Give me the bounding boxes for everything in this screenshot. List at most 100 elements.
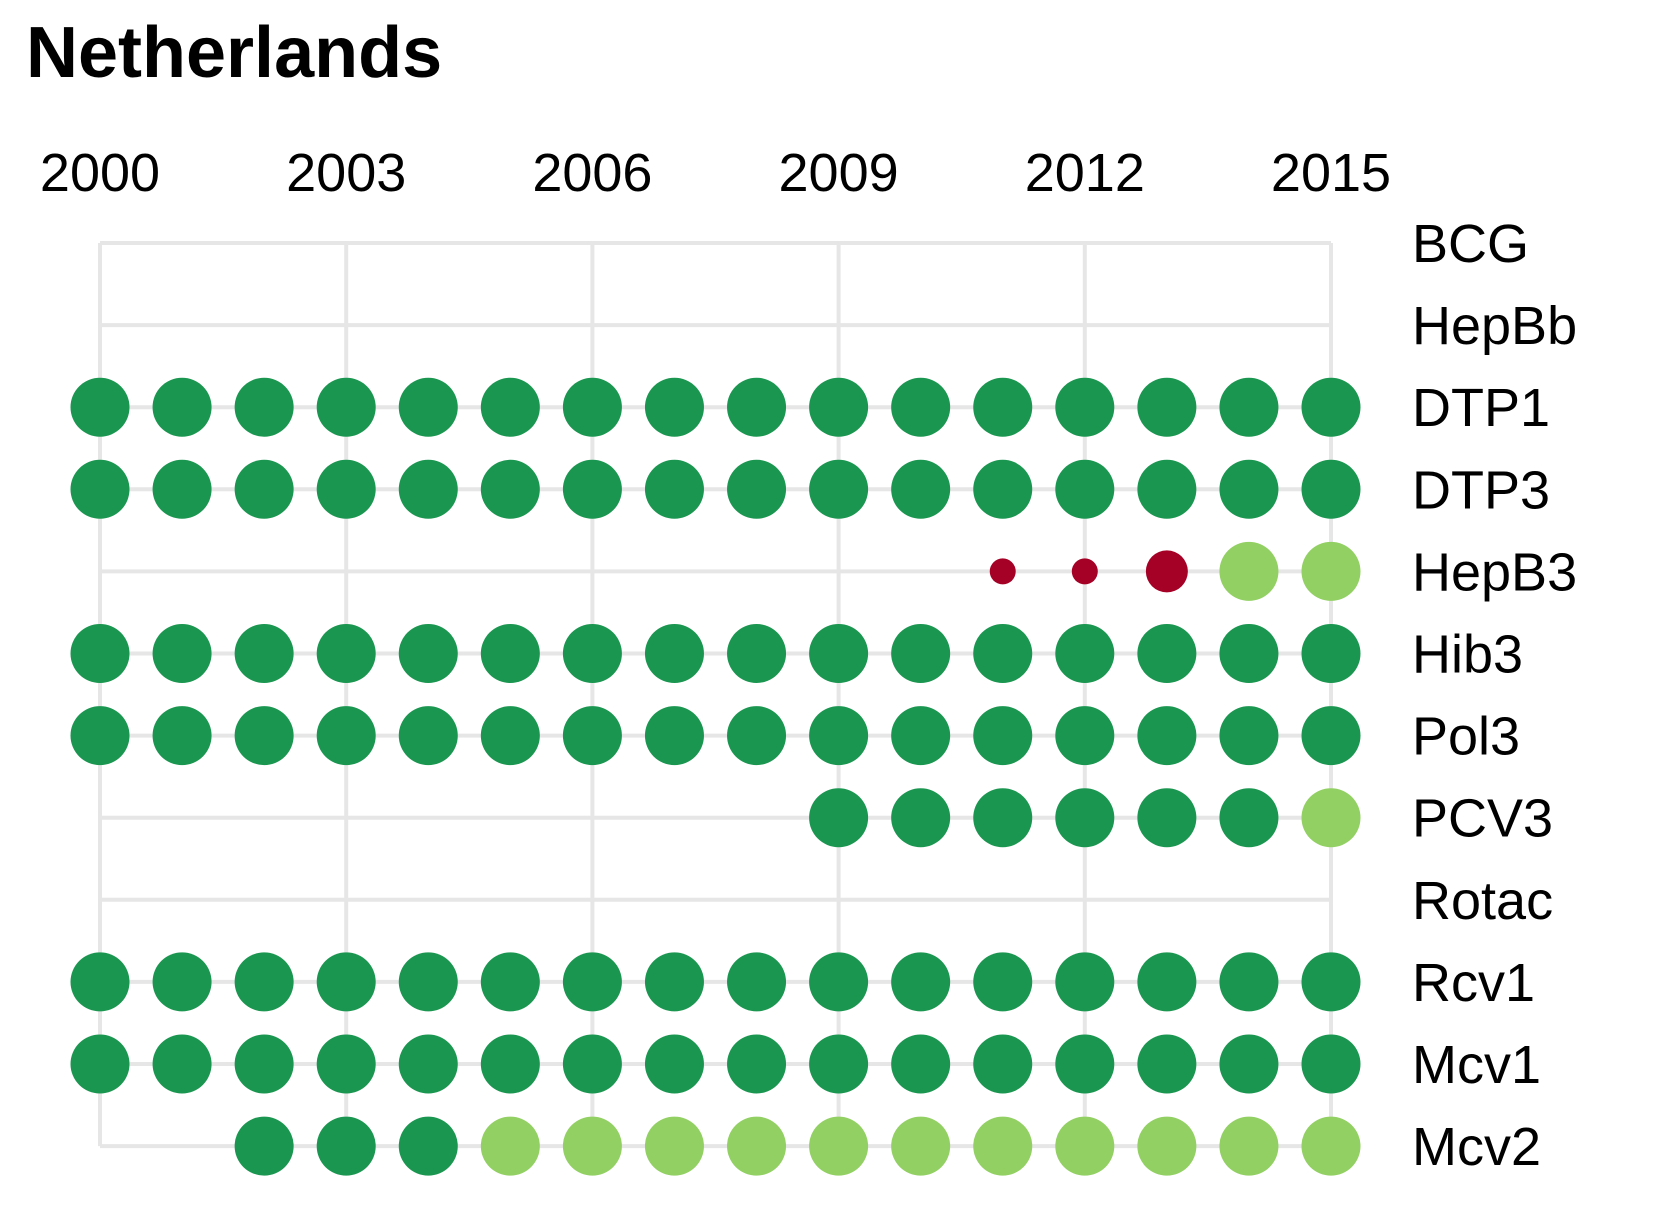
data-point [562, 706, 622, 766]
data-point [480, 1034, 540, 1094]
data-point [727, 624, 787, 683]
data-point [70, 706, 130, 766]
data-point [809, 377, 869, 437]
data-point [70, 624, 130, 683]
data-point [1137, 377, 1197, 437]
data-point [562, 952, 622, 1012]
row-label: Mcv2 [1412, 1117, 1541, 1177]
data-point [973, 788, 1033, 848]
data-point [1301, 377, 1361, 437]
data-point [1055, 459, 1115, 519]
row-labels: BCG HepBb DTP1 DTP3 HepB3 Hib3 Pol3 PCV3 Rotac Rc… [1412, 214, 1577, 1177]
x-tick-label: 2000 [40, 143, 160, 203]
data-point [644, 952, 704, 1012]
row-label: BCG [1412, 214, 1529, 274]
data-point [973, 377, 1033, 437]
data-point [973, 1116, 1033, 1176]
data-point [1137, 952, 1197, 1012]
data-point [644, 1116, 704, 1176]
x-tick-label: 2015 [1271, 143, 1391, 203]
row-label: DTP1 [1412, 378, 1550, 438]
row-label: HepB3 [1412, 542, 1577, 602]
row-label: HepBb [1412, 296, 1577, 356]
data-points [70, 377, 1361, 1176]
data-point [1301, 1116, 1361, 1176]
data-point [1055, 377, 1115, 437]
data-point [1219, 952, 1279, 1012]
data-point [973, 952, 1033, 1012]
data-point [1219, 1034, 1279, 1094]
data-point [562, 624, 622, 683]
data-point [234, 1116, 294, 1176]
x-tick-label: 2003 [286, 143, 406, 203]
data-point [644, 459, 704, 519]
data-point [1301, 788, 1361, 848]
data-point [1219, 377, 1279, 437]
data-point [1301, 624, 1361, 683]
data-point [891, 952, 951, 1012]
data-point [727, 1116, 787, 1176]
data-point [234, 377, 294, 437]
row-label: Rotac [1412, 871, 1553, 931]
row-label: Hib3 [1412, 625, 1523, 685]
data-point [973, 624, 1033, 683]
data-point [1071, 558, 1098, 585]
data-point [1137, 1034, 1197, 1094]
data-point [989, 558, 1016, 585]
data-point [891, 788, 951, 848]
data-point [398, 1116, 458, 1176]
data-point [1137, 706, 1197, 766]
row-label: Rcv1 [1412, 953, 1535, 1013]
data-point [480, 706, 540, 766]
x-axis-ticks: 2000 2003 2006 2009 2012 2015 [40, 143, 1391, 203]
data-point [152, 706, 212, 766]
data-point [316, 377, 376, 437]
data-point [480, 1116, 540, 1176]
data-point [1219, 459, 1279, 519]
x-tick-label: 2006 [532, 143, 652, 203]
data-point [398, 952, 458, 1012]
data-point [727, 459, 787, 519]
data-point [1055, 788, 1115, 848]
x-tick-label: 2009 [779, 143, 899, 203]
data-point [809, 1116, 869, 1176]
data-point [727, 952, 787, 1012]
data-point [1137, 459, 1197, 519]
data-point [1055, 624, 1115, 683]
data-point [480, 459, 540, 519]
data-point [316, 624, 376, 683]
data-point [1055, 952, 1115, 1012]
data-point [1301, 541, 1361, 601]
data-point [1137, 624, 1197, 683]
data-point [1301, 459, 1361, 519]
data-point [562, 377, 622, 437]
data-point [891, 377, 951, 437]
data-point [152, 952, 212, 1012]
data-point [891, 624, 951, 683]
data-point [152, 459, 212, 519]
data-point [562, 1116, 622, 1176]
data-point [398, 624, 458, 683]
data-point [234, 624, 294, 683]
data-point [234, 1034, 294, 1094]
data-point [809, 952, 869, 1012]
data-point [152, 624, 212, 683]
data-point [234, 706, 294, 766]
data-point [809, 1034, 869, 1094]
data-point [1055, 1116, 1115, 1176]
data-point [234, 459, 294, 519]
data-point [644, 624, 704, 683]
data-point [316, 459, 376, 519]
data-point [809, 624, 869, 683]
data-point [891, 706, 951, 766]
data-point [973, 459, 1033, 519]
data-point [644, 706, 704, 766]
data-point [1219, 541, 1279, 601]
data-point [727, 377, 787, 437]
data-point [891, 1034, 951, 1094]
data-point [398, 706, 458, 766]
data-point [891, 459, 951, 519]
data-point [891, 1116, 951, 1176]
data-point [316, 952, 376, 1012]
